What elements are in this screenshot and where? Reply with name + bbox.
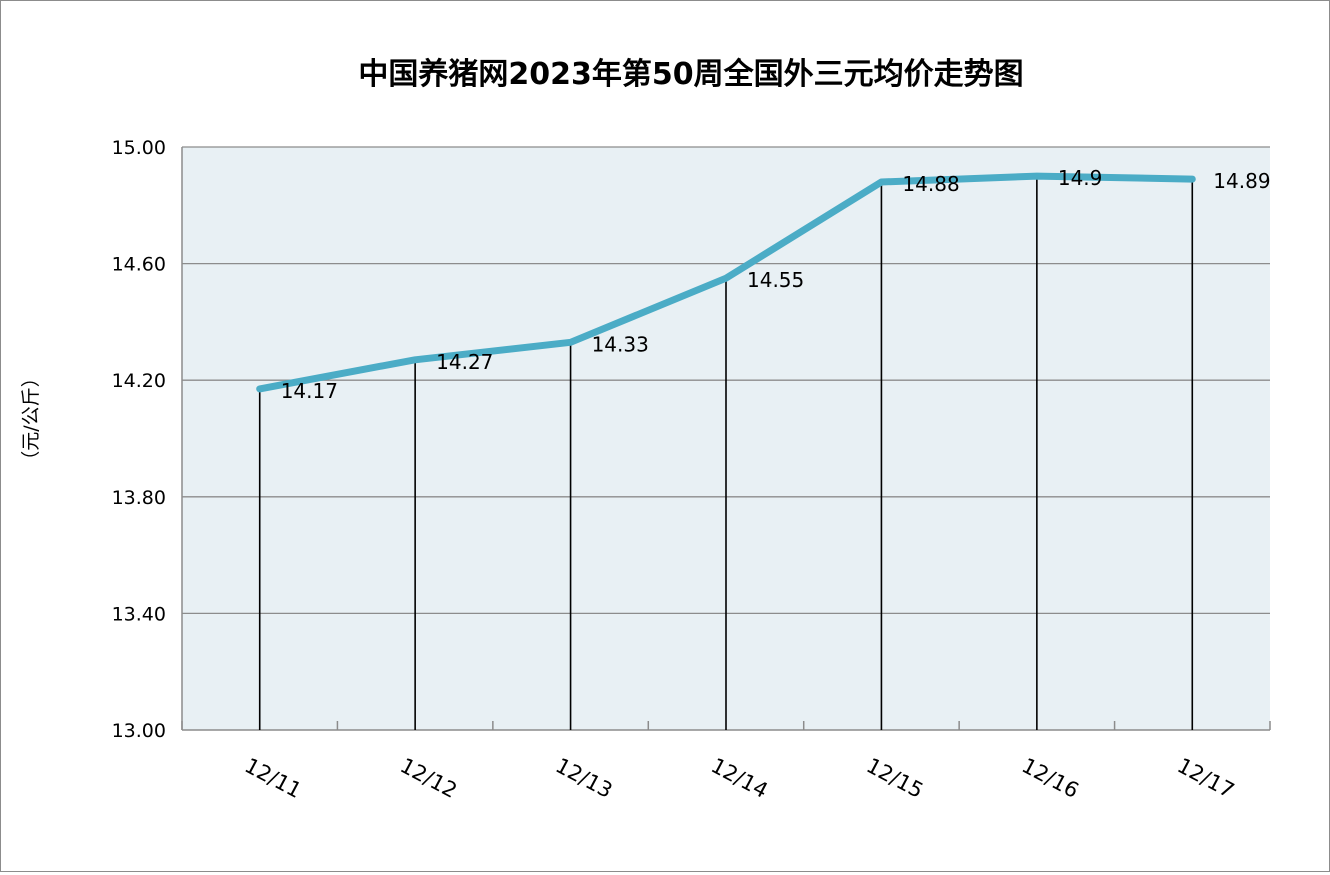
data-label: 14.89 <box>1213 169 1270 193</box>
x-tick-label: 12/16 <box>1018 753 1083 803</box>
x-tick-label: 12/12 <box>396 753 461 803</box>
x-tick-label: 12/15 <box>863 753 928 803</box>
y-tick-label: 13.80 <box>112 487 166 509</box>
y-tick-label: 14.60 <box>112 254 166 276</box>
x-tick-label: 12/11 <box>241 753 306 803</box>
y-tick-label: 14.20 <box>112 370 166 392</box>
x-tick-label: 12/17 <box>1173 753 1238 803</box>
y-tick-label: 13.40 <box>112 603 166 625</box>
data-label: 14.27 <box>436 350 493 374</box>
x-tick-label: 12/13 <box>552 753 617 803</box>
chart-title: 中国养猪网2023年第50周全国外三元均价走势图 <box>358 57 1023 92</box>
y-axis-label: （元/公斤） <box>20 368 42 469</box>
x-tick-label: 12/14 <box>707 753 772 803</box>
data-label: 14.33 <box>592 332 649 356</box>
y-tick-label: 15.00 <box>112 137 166 159</box>
y-tick-label: 13.00 <box>112 720 166 742</box>
data-label: 14.17 <box>281 379 338 403</box>
data-label: 14.88 <box>902 172 959 196</box>
data-label: 14.9 <box>1058 166 1103 190</box>
series-line <box>256 172 1196 393</box>
data-label: 14.55 <box>747 268 804 292</box>
